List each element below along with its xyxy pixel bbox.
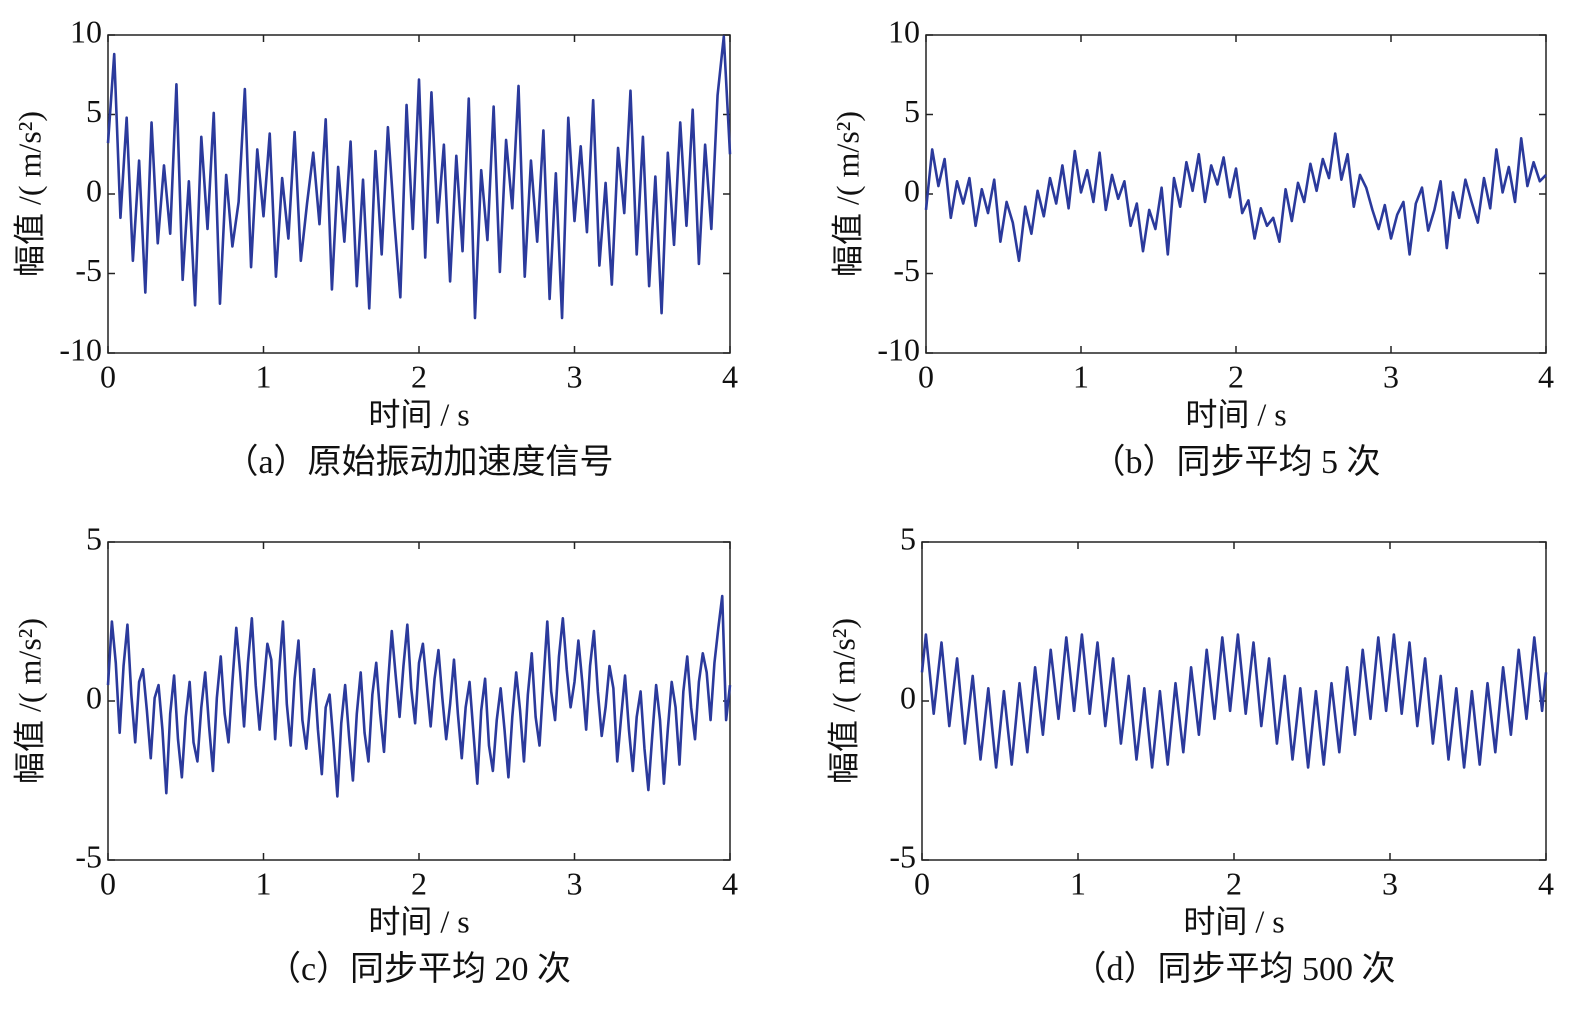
x-tick-label: 3 [567, 358, 583, 394]
x-axis-label: 时间 / s [1185, 396, 1286, 432]
y-tick-label: 10 [70, 13, 102, 49]
x-tick-label: 4 [722, 865, 738, 901]
x-tick-label: 0 [914, 865, 930, 901]
x-axis-label: 时间 / s [368, 903, 469, 939]
y-tick-label: -5 [75, 838, 102, 874]
y-tick-label: 0 [904, 172, 920, 208]
y-axis-label: 幅值 /( m/s²) [11, 618, 47, 784]
x-tick-label: 4 [1538, 865, 1554, 901]
x-tick-label: 2 [1228, 358, 1244, 394]
x-tick-label: 1 [1073, 358, 1089, 394]
x-tick-label: 0 [918, 358, 934, 394]
axes-frame [921, 541, 1547, 861]
caption: （b）同步平均 5 次 [1092, 443, 1381, 481]
caption: （c）同步平均 20 次 [267, 950, 571, 988]
y-axis-label: 幅值 /( m/s²) [825, 618, 861, 784]
x-tick-label: 2 [1226, 865, 1242, 901]
x-axis-label: 时间 / s [368, 396, 469, 432]
signal-line [106, 35, 732, 320]
signal-line [920, 633, 1548, 769]
y-axis-label: 幅值 /( m/s²) [11, 111, 47, 277]
y-tick-label: -5 [893, 252, 920, 288]
y-tick-label: -5 [75, 252, 102, 288]
caption: （a）原始振动加速度信号 [224, 443, 613, 481]
x-tick-label: 0 [100, 865, 116, 901]
x-tick-label: 1 [1070, 865, 1086, 901]
y-tick-label: 0 [86, 679, 102, 715]
x-tick-label: 1 [256, 865, 272, 901]
signal-line [924, 132, 1547, 263]
y-tick-label: 5 [900, 520, 916, 556]
x-tick-label: 3 [567, 865, 583, 901]
subplot: 0 1 2 3 4 -10 -5 0 5 10 时间 / s 幅值 /( m/s²) （b）同步平均 5… [829, 13, 1554, 480]
x-tick-label: 0 [100, 358, 116, 394]
x-tick-label: 3 [1382, 865, 1398, 901]
x-tick-label: 3 [1383, 358, 1399, 394]
y-tick-label: 0 [86, 172, 102, 208]
y-tick-label: -5 [889, 838, 916, 874]
x-tick-label: 2 [411, 865, 427, 901]
y-tick-label: 5 [86, 520, 102, 556]
y-tick-label: 10 [888, 13, 920, 49]
signal-line [106, 594, 732, 798]
x-tick-label: 4 [722, 358, 738, 394]
y-tick-label: -10 [877, 331, 920, 367]
y-tick-label: 5 [904, 93, 920, 129]
x-tick-label: 1 [256, 358, 272, 394]
x-tick-label: 2 [411, 358, 427, 394]
x-axis-label: 时间 / s [1183, 903, 1284, 939]
caption: （d）同步平均 500 次 [1073, 950, 1396, 988]
x-tick-label: 4 [1538, 358, 1554, 394]
y-tick-label: -10 [59, 331, 102, 367]
y-tick-label: 0 [900, 679, 916, 715]
y-axis-label: 幅值 /( m/s²) [829, 111, 865, 277]
subplot: 0 1 2 3 4 -10 -5 0 5 10 时间 / s 幅值 /( m/s²) （a）原始振动加速… [11, 13, 738, 480]
y-tick-label: 5 [86, 93, 102, 129]
